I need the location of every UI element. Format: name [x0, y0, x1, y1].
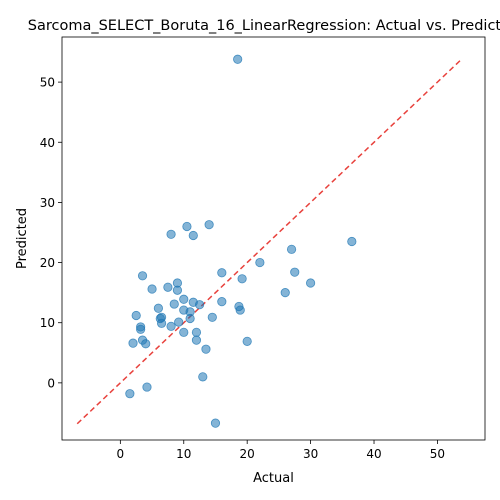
data-point [141, 339, 151, 349]
data-point [347, 236, 357, 247]
data-point [125, 389, 135, 399]
data-point [198, 372, 208, 382]
x-tick-label: 40 [366, 447, 381, 461]
data-point [237, 274, 247, 284]
data-point [217, 268, 227, 278]
y-tick-label: 50 [40, 76, 55, 90]
data-point [207, 312, 217, 322]
data-point [128, 338, 138, 348]
data-point [191, 335, 202, 345]
data-point [163, 282, 173, 292]
data-point [174, 317, 184, 327]
data-point [210, 418, 221, 428]
data-point [179, 327, 189, 337]
data-point [169, 299, 179, 309]
data-point [235, 305, 245, 315]
data-point [233, 54, 243, 64]
chart-title: Sarcoma_SELECT_Boruta_16_LinearRegressio… [28, 18, 500, 34]
data-point [172, 285, 183, 295]
y-tick-label: 10 [40, 316, 55, 330]
y-axis-label: Predicted [15, 208, 30, 269]
y-tick-label: 40 [40, 136, 55, 150]
data-point [166, 321, 176, 331]
y-tick-label: 20 [40, 256, 55, 270]
plot-area [61, 36, 486, 441]
data-point [286, 244, 297, 254]
reference-line-layer [76, 58, 463, 425]
data-point [131, 310, 141, 321]
data-point [136, 324, 146, 334]
data-point [201, 344, 211, 354]
y-tick-label: 30 [40, 196, 55, 210]
data-point [217, 297, 227, 307]
data-point [255, 257, 265, 268]
data-point [147, 284, 157, 294]
data-point [182, 221, 192, 232]
x-tick-label: 0 [117, 447, 125, 461]
x-tick-label: 10 [176, 447, 191, 461]
data-point [204, 220, 214, 230]
y-tick-label: 0 [47, 376, 55, 390]
data-point [142, 382, 152, 392]
data-point [137, 271, 148, 281]
data-point [280, 288, 290, 298]
data-point [188, 230, 198, 241]
data-point [166, 229, 176, 239]
data-point [156, 318, 167, 328]
x-tick-label: 20 [240, 447, 255, 461]
x-axis: 0 10 20 30 40 50 [117, 440, 445, 461]
axes-frame [61, 36, 486, 441]
data-point [242, 336, 252, 346]
data-point [185, 313, 195, 324]
reference-line [76, 58, 463, 425]
data-point [290, 267, 300, 277]
points-layer [125, 54, 357, 428]
data-point [153, 303, 163, 313]
data-point [305, 278, 316, 288]
x-tick-label: 30 [303, 447, 318, 461]
data-point [195, 300, 205, 310]
y-axis: 0 10 20 30 40 50 [40, 76, 62, 390]
data-point [179, 294, 189, 304]
x-tick-label: 50 [430, 447, 445, 461]
data-point [191, 327, 202, 337]
x-axis-label: Actual [253, 471, 294, 486]
